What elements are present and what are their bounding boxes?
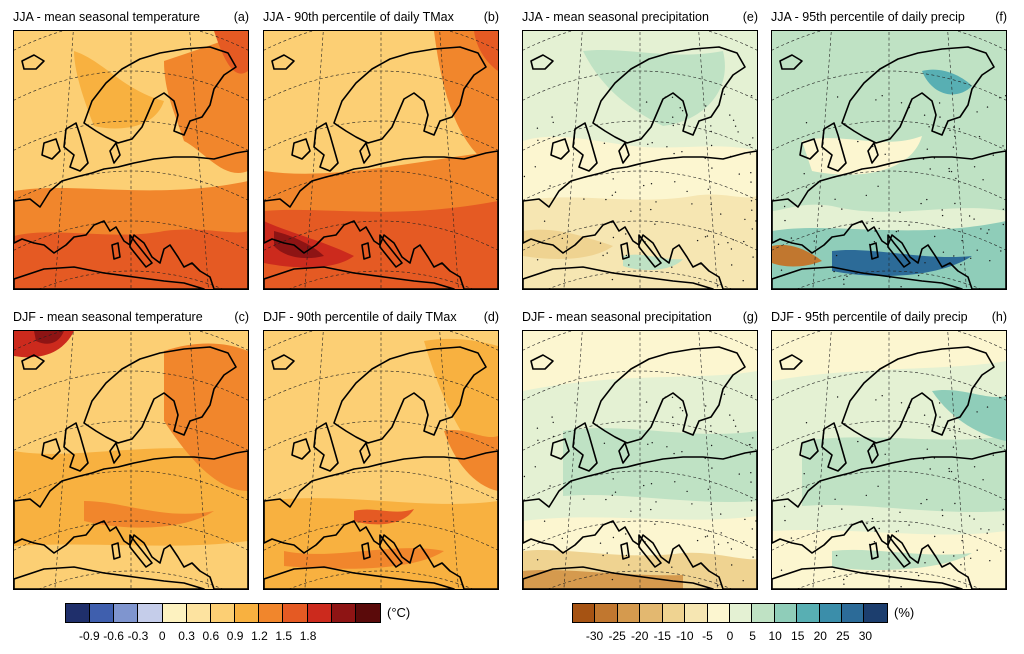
colorbar-cell	[752, 604, 775, 622]
panel-a: JJA - mean seasonal temperature (a)	[13, 8, 249, 290]
map-djf-mean-temperature	[13, 330, 249, 590]
colorbar-cell	[819, 604, 843, 622]
precipitation-colorbar: (%) -30 -25 -20 -15 -10 -5 0 5 10 15 20 25 30	[572, 603, 932, 649]
map-djf-95th-precip	[771, 330, 1007, 590]
colorbar-tick-label: 1.8	[299, 629, 317, 643]
colorbar-tick-label: 0	[726, 629, 734, 643]
panel-h: DJF - 95th percentile of daily precip (h)	[771, 308, 1007, 590]
colorbar-tick-label: -0.3	[127, 629, 149, 643]
panel-label: (e)	[742, 10, 758, 24]
colorbar-cell	[162, 604, 187, 622]
colorbar-cell	[797, 604, 820, 622]
colorbar-cell	[138, 604, 163, 622]
map-djf-90th-tmax	[263, 330, 499, 590]
map-djf-mean-precipitation	[522, 330, 758, 590]
colorbar-tick-label: 0	[158, 629, 166, 643]
panel-label: (f)	[995, 10, 1007, 24]
temperature-unit: (°C)	[387, 605, 411, 620]
colorbar-tick-label: 10	[768, 629, 782, 643]
precipitation-colorbar-cells	[572, 603, 888, 623]
panel-title: JJA - 90th percentile of daily TMax	[263, 10, 454, 24]
colorbar-cell	[640, 604, 663, 622]
colorbar-cell	[355, 604, 381, 622]
temperature-colorbar: (°C) -0.9 -0.6 -0.3 0 0.3 0.6 0.9 1.2 1.5 1.8	[65, 603, 425, 649]
colorbar-tick-label: -0.9	[78, 629, 100, 643]
panel-label: (h)	[991, 310, 1007, 324]
colorbar-cell	[235, 604, 260, 622]
panel-label: (c)	[234, 310, 249, 324]
panel-b: JJA - 90th percentile of daily TMax (b)	[263, 8, 499, 290]
colorbar-tick-label: 1.2	[251, 629, 268, 643]
panel-title: JJA - 95th percentile of daily precip	[771, 10, 965, 24]
panel-title: DJF - mean seasonal temperature	[13, 310, 203, 324]
colorbar-cell	[259, 604, 284, 622]
colorbar-cell	[864, 604, 887, 622]
map-jja-95th-precip	[771, 30, 1007, 290]
panel-e: JJA - mean seasonal precipitation (e)	[522, 8, 758, 290]
colorbar-cell	[662, 604, 686, 622]
colorbar-cell	[186, 604, 211, 622]
colorbar-cell	[842, 604, 865, 622]
panel-label: (b)	[483, 10, 499, 24]
temperature-colorbar-cells	[65, 603, 381, 623]
colorbar-tick-label: -25	[608, 629, 626, 643]
map-jja-90th-tmax	[263, 30, 499, 290]
colorbar-tick-label: -30	[585, 629, 604, 643]
panel-title: DJF - 90th percentile of daily TMax	[263, 310, 457, 324]
colorbar-tick-label: 25	[836, 629, 850, 643]
panel-label: (a)	[233, 10, 249, 24]
colorbar-cell	[114, 604, 139, 622]
panel-c: DJF - mean seasonal temperature (c)	[13, 308, 249, 590]
colorbar-tick-label: 0.3	[178, 629, 195, 643]
colorbar-cell	[729, 604, 753, 622]
panel-d: DJF - 90th percentile of daily TMax (d)	[263, 308, 499, 590]
colorbar-tick-label: 1.5	[275, 629, 293, 643]
colorbar-tick-label: -5	[702, 629, 713, 643]
map-jja-mean-precipitation	[522, 30, 758, 290]
colorbar-cell	[283, 604, 308, 622]
panel-title: DJF - 95th percentile of daily precip	[771, 310, 968, 324]
colorbar-cell	[66, 604, 91, 622]
colorbar-cell	[210, 604, 236, 622]
colorbar-tick-label: 20	[813, 629, 827, 643]
panel-title: JJA - mean seasonal temperature	[13, 10, 200, 24]
colorbar-cell	[331, 604, 356, 622]
colorbar-tick-label: -15	[653, 629, 671, 643]
colorbar-cell	[707, 604, 730, 622]
colorbar-cell	[617, 604, 641, 622]
colorbar-cell	[595, 604, 618, 622]
map-jja-mean-temperature	[13, 30, 249, 290]
panel-label: (d)	[483, 310, 499, 324]
colorbar-tick-label: -0.6	[103, 629, 124, 643]
colorbar-tick-label: -10	[676, 629, 694, 643]
panel-label: (g)	[742, 310, 758, 324]
panel-title: DJF - mean seasonal precipitation	[522, 310, 712, 324]
colorbar-cell	[90, 604, 115, 622]
colorbar-tick-label: 0.9	[226, 629, 244, 643]
precipitation-unit: (%)	[894, 605, 915, 620]
colorbar-cell	[307, 604, 332, 622]
colorbar-tick-label: 15	[791, 629, 805, 643]
colorbar-cell	[774, 604, 798, 622]
panel-title: JJA - mean seasonal precipitation	[522, 10, 709, 24]
colorbar-tick-label: -20	[631, 629, 649, 643]
colorbar-tick-label: 5	[749, 629, 756, 643]
colorbar-tick-label: 30	[858, 629, 873, 643]
colorbar-cell	[685, 604, 708, 622]
colorbar-cell	[573, 604, 596, 622]
panel-f: JJA - 95th percentile of daily precip (f)	[771, 8, 1007, 290]
panel-g: DJF - mean seasonal precipitation (g)	[522, 308, 758, 590]
colorbar-tick-label: 0.6	[202, 629, 220, 643]
